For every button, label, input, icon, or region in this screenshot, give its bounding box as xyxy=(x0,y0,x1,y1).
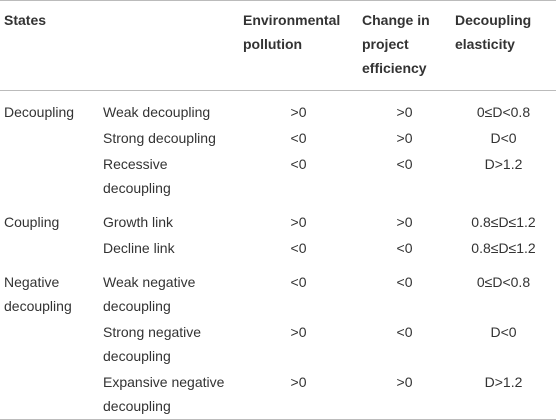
type-cell: Recessive decoupling xyxy=(103,156,171,196)
elasticity-cell: 0≤D<0.8 xyxy=(476,104,531,120)
pollution-cell: >0 xyxy=(290,324,307,340)
pollution-cell: >0 xyxy=(290,214,307,230)
efficiency-cell: >0 xyxy=(396,104,413,120)
row: Decoupling Weak decoupling >0 >0 0≤D<0.8 xyxy=(0,91,556,126)
pollution-cell: <0 xyxy=(290,240,307,256)
type-cell: Weak decoupling xyxy=(103,104,211,120)
header-cell: Environmental pollution xyxy=(243,12,341,52)
pollution-cell: <0 xyxy=(290,274,307,290)
type-cell: Strong negative decoupling xyxy=(103,324,202,364)
header-cell: Decoupling elasticity xyxy=(455,12,532,52)
header-cell: States xyxy=(4,12,47,28)
elasticity-cell: D<0 xyxy=(490,324,517,340)
row: Strong negative decoupling >0 <0 D<0 xyxy=(0,319,556,369)
state-cell: Negative decoupling xyxy=(4,274,72,314)
row: Decline link <0 <0 0.8≤D≤1.2 xyxy=(0,235,556,261)
efficiency-cell: >0 xyxy=(396,214,413,230)
header-row: States Environmental pollution Change in… xyxy=(0,0,556,91)
row: Negative decoupling Weak negative decoupl… xyxy=(0,261,556,319)
type-cell: Strong decoupling xyxy=(103,130,216,146)
efficiency-cell: >0 xyxy=(396,130,413,146)
row: Strong decoupling <0 >0 D<0 xyxy=(0,125,556,151)
efficiency-cell: <0 xyxy=(396,240,413,256)
efficiency-cell: <0 xyxy=(396,324,413,340)
row: Recessive decoupling <0 <0 D>1.2 xyxy=(0,151,556,201)
header-cell: Change in project efficiency xyxy=(362,12,430,76)
state-cell: Coupling xyxy=(4,214,60,230)
pollution-cell: <0 xyxy=(290,156,307,172)
elasticity-cell: 0.8≤D≤1.2 xyxy=(471,214,536,230)
elasticity-cell: 0≤D<0.8 xyxy=(476,274,531,290)
state-cell: Decoupling xyxy=(4,104,75,120)
efficiency-cell: <0 xyxy=(396,156,413,172)
type-cell: Growth link xyxy=(103,214,174,230)
pollution-cell: >0 xyxy=(290,104,307,120)
efficiency-cell: >0 xyxy=(396,374,413,390)
efficiency-cell: <0 xyxy=(396,274,413,290)
type-cell: Expansive negative decoupling xyxy=(103,374,225,414)
pollution-cell: <0 xyxy=(290,130,307,146)
type-cell: Weak negative decoupling xyxy=(103,274,196,314)
row: Expansive negative decoupling >0 >0 D>1.2 xyxy=(0,369,556,420)
row: Coupling Growth link >0 >0 0.8≤D≤1.2 xyxy=(0,201,556,235)
elasticity-cell: D>1.2 xyxy=(484,374,523,390)
elasticity-cell: 0.8≤D≤1.2 xyxy=(471,240,536,256)
table-body: Decoupling Weak decoupling >0 >0 0≤D<0.8 Stro… xyxy=(0,91,556,420)
pollution-cell: >0 xyxy=(290,374,307,390)
type-cell: Decline link xyxy=(103,240,175,256)
elasticity-cell: D<0 xyxy=(490,130,517,146)
elasticity-cell: D>1.2 xyxy=(484,156,523,172)
